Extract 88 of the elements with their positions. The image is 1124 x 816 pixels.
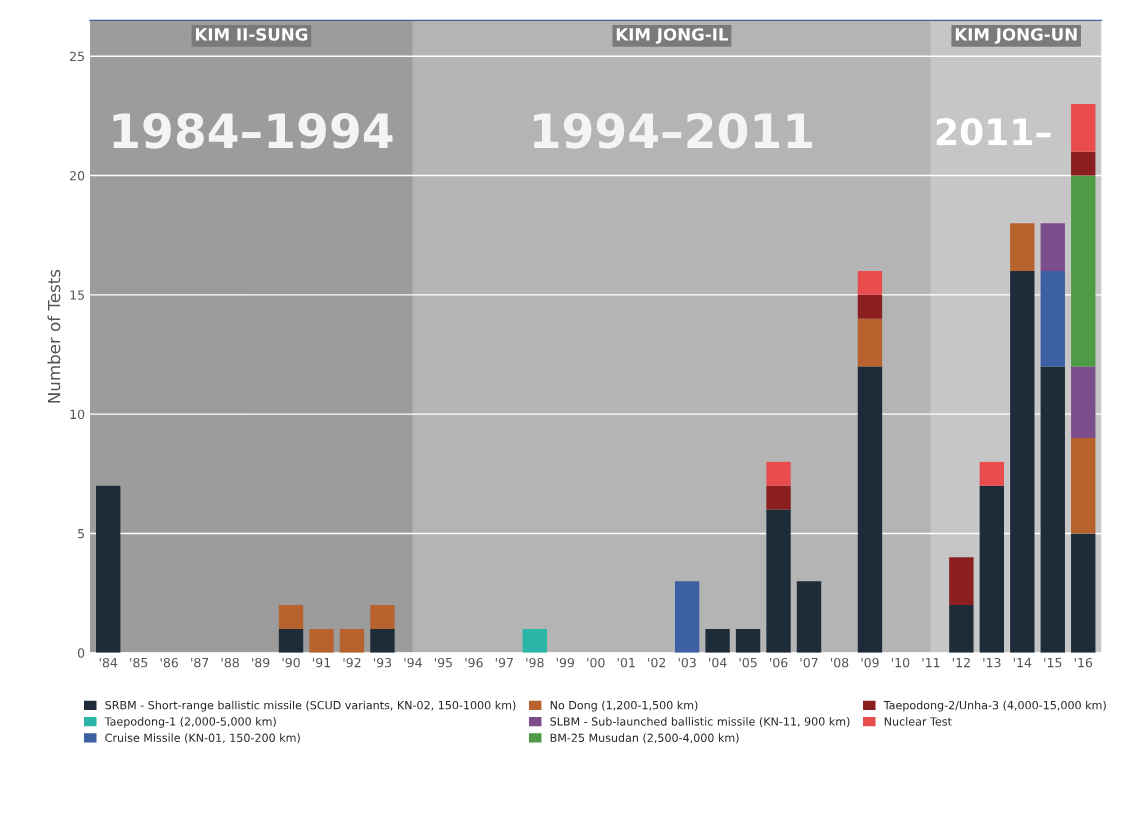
legend-label: No Dong (1,200-1,500 km) (550, 700, 698, 712)
bar (278, 628, 304, 653)
x-tick-label: '86 (160, 657, 179, 668)
band-label: KIM JONG-IL (616, 28, 729, 44)
bar (766, 485, 791, 510)
bar (735, 628, 761, 653)
x-tick-label: '95 (434, 657, 452, 668)
x-tick-label: '12 (952, 657, 970, 668)
x-tick-label: '89 (252, 657, 270, 668)
bar (339, 628, 365, 653)
legend-label: Taepodong-1 (2,000-5,000 km) (104, 717, 276, 728)
x-tick-label: '92 (343, 657, 361, 668)
bar (705, 628, 730, 653)
x-tick-label: '15 (1044, 658, 1062, 668)
x-tick-label: '04 (709, 657, 727, 668)
legend-label: SLBM - Sub-launched ballistic missile (KN-11, 900 km) (550, 717, 850, 727)
y-tick-label: 0 (77, 648, 85, 658)
x-tick-label: '09 (861, 657, 879, 668)
x-tick-label: '11 (922, 658, 940, 668)
bar (1040, 270, 1065, 367)
x-tick-label: '88 (221, 657, 239, 668)
bar (857, 270, 883, 295)
bar (522, 628, 547, 653)
bar (674, 581, 700, 653)
bar (1071, 103, 1096, 152)
x-tick-label: '16 (1074, 657, 1093, 668)
bar (1040, 223, 1065, 271)
y-tick-label: 5 (78, 529, 84, 539)
annotation: 2011– (936, 118, 1051, 146)
x-tick-label: '87 (191, 657, 209, 668)
x-tick-label: '10 (891, 657, 910, 668)
bar (857, 366, 883, 653)
bar (766, 461, 791, 486)
x-tick-label: '85 (130, 657, 148, 668)
x-tick-label: '97 (495, 657, 513, 668)
y-tick-label: 25 (70, 51, 84, 62)
y-tick-label: 20 (70, 170, 85, 181)
legend-label: Taepodong-2/Unha-3 (4,000-15,000 km) (883, 700, 1106, 712)
x-tick-label: '98 (526, 657, 544, 668)
bar (1010, 270, 1035, 653)
x-tick-label: '91 (313, 657, 331, 668)
band-label: KIM II-SUNG (195, 28, 308, 41)
bar (1071, 151, 1096, 176)
bar (857, 294, 883, 319)
bar (1071, 175, 1096, 367)
bar (979, 461, 1005, 486)
bar (1010, 223, 1035, 271)
bar (370, 605, 395, 629)
annotation: 1984–1994 (113, 112, 393, 149)
x-tick-label: '01 (617, 657, 635, 668)
bar (278, 605, 304, 629)
x-tick-label: '94 (404, 657, 422, 668)
bar (96, 485, 121, 653)
x-tick-label: '84 (99, 657, 118, 668)
bar (857, 318, 883, 367)
x-tick-label: '96 (465, 657, 483, 668)
bar (1071, 366, 1096, 439)
legend-label: BM-25 Musudan (2,500-4,000 km) (550, 733, 739, 744)
bar (979, 485, 1005, 653)
x-tick-label: '07 (800, 657, 818, 668)
annotation: 1994–2011 (533, 112, 812, 149)
bar (370, 628, 395, 653)
bar (949, 605, 974, 653)
x-tick-label: '90 (282, 657, 300, 668)
x-tick-label: '99 (556, 657, 575, 668)
x-tick-label: '13 (983, 657, 1001, 668)
x-tick-label: '14 (1013, 658, 1032, 668)
y-axis-title: Number of Tests (47, 269, 61, 403)
bar (796, 581, 822, 653)
y-tick-label: 15 (70, 290, 84, 300)
x-tick-label: '08 (831, 657, 849, 668)
bar (1040, 366, 1065, 653)
band-label: KIM JONG-UN (955, 28, 1077, 44)
legend-label: SRBM - Short-range ballistic missile (SCUD variants, KN-02, 150-1000 km) (105, 700, 516, 712)
x-tick-label: '03 (678, 657, 696, 668)
x-tick-label: '06 (770, 657, 788, 668)
bar (766, 509, 791, 653)
x-tick-label: '05 (739, 657, 757, 668)
bar (949, 557, 974, 606)
legend-label: Nuclear Test (884, 717, 952, 726)
x-tick-label: '93 (373, 657, 392, 668)
legend-label: Cruise Missile (KN-01, 150-200 km) (105, 733, 300, 744)
y-tick-label: 10 (70, 409, 85, 420)
bar (309, 628, 334, 653)
bar (1071, 533, 1096, 653)
x-tick-label: '00 (587, 657, 605, 668)
x-tick-label: '02 (648, 657, 666, 668)
bar (1071, 438, 1096, 534)
